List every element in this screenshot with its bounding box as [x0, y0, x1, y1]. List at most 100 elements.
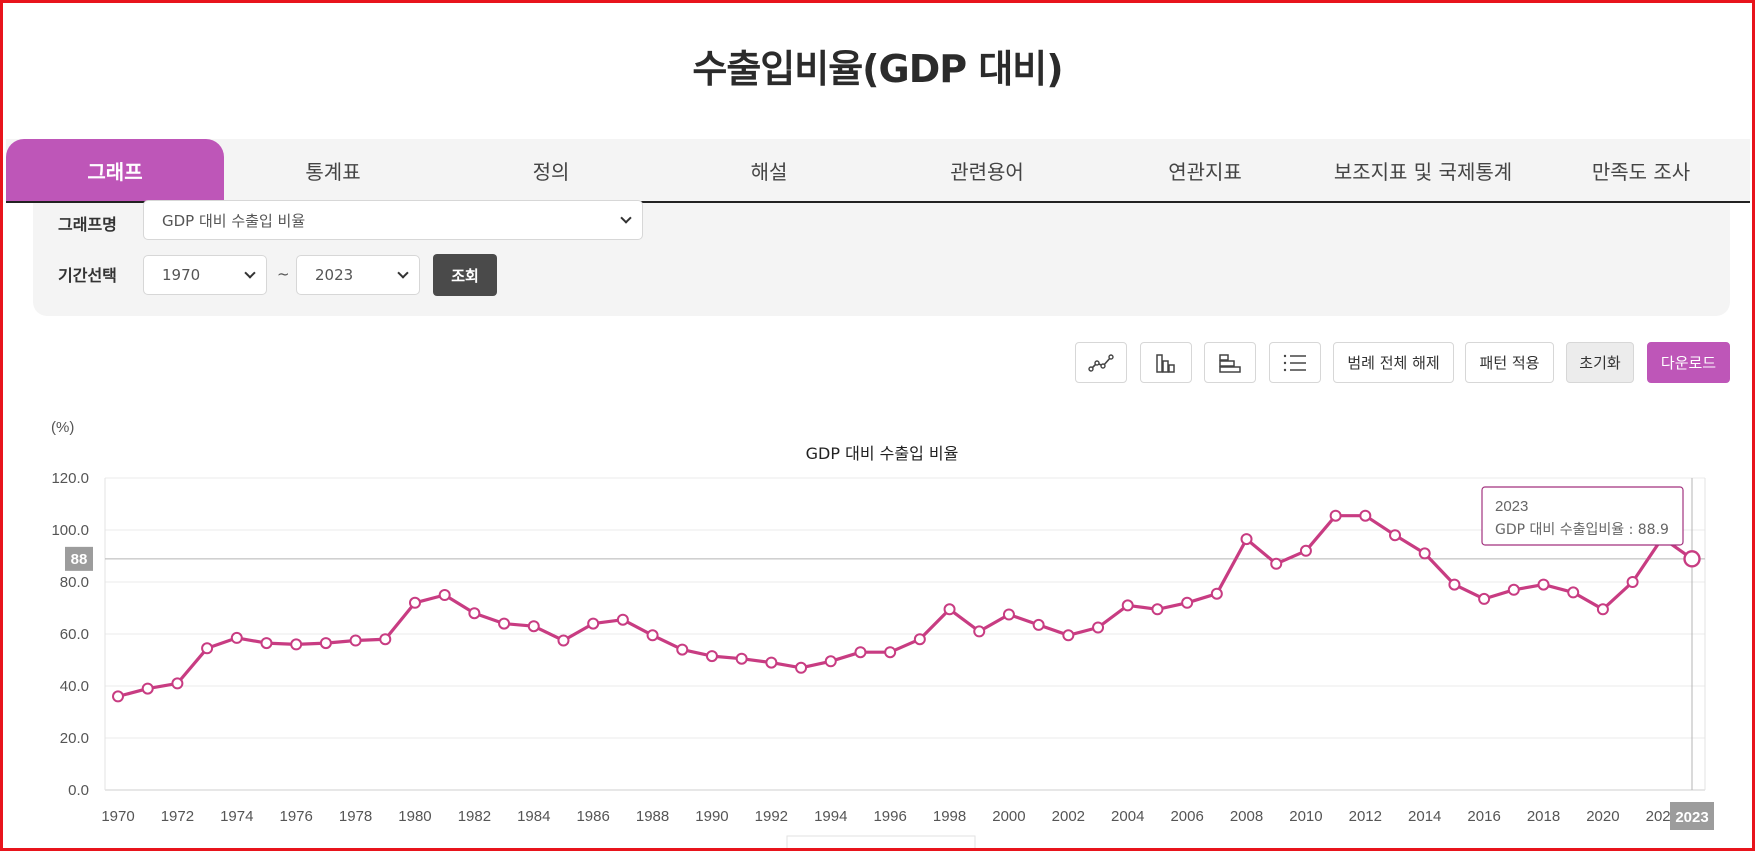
bar-chart-icon — [1156, 353, 1175, 373]
data-point — [973, 625, 986, 638]
data-point — [1121, 599, 1134, 612]
pattern-button[interactable]: 패턴 적용 — [1465, 342, 1554, 383]
x-tick-label: 1998 — [933, 808, 966, 825]
tab-0[interactable]: 그래프 — [6, 139, 224, 201]
data-point — [468, 607, 481, 620]
line-chart-button[interactable] — [1075, 342, 1127, 383]
x-tick-label: 2006 — [1170, 808, 1203, 825]
data-point — [765, 656, 778, 669]
series-line — [117, 514, 1693, 698]
tooltip-box — [1481, 486, 1684, 546]
data-point — [1507, 583, 1520, 596]
data-point — [1002, 608, 1015, 621]
data-point — [913, 633, 926, 646]
graph-name-label: 그래프명 — [58, 215, 117, 234]
search-button[interactable]: 조회 — [433, 254, 497, 296]
tab-7[interactable]: 만족도 조사 — [1591, 159, 1691, 184]
download-button[interactable]: 다운로드 — [1647, 342, 1730, 383]
data-point — [1329, 509, 1342, 522]
end-year-select[interactable]: 2023 — [296, 255, 420, 295]
start-year-value: 1970 — [162, 266, 201, 284]
y-crosshair-badge — [65, 546, 93, 571]
data-point — [1567, 586, 1580, 599]
data-point — [1062, 629, 1075, 642]
ordered-list-icon — [1283, 354, 1306, 371]
data-point — [676, 643, 689, 656]
y-unit-label: (%) — [51, 419, 74, 436]
data-point — [616, 613, 629, 626]
tooltip-value: GDP 대비 수출입비율 : 88.9 — [1495, 522, 1669, 538]
data-point — [201, 642, 214, 655]
data-point — [1151, 603, 1164, 616]
data-point — [884, 646, 897, 659]
x-tick-label: 1992 — [755, 808, 788, 825]
data-point — [260, 637, 273, 650]
page-title: 수출입비율(GDP 대비) — [692, 47, 1063, 91]
data-point — [112, 690, 124, 703]
x-tick-label: 1978 — [339, 808, 372, 825]
graph-name-select[interactable]: GDP 대비 수출입 비율 — [143, 200, 643, 240]
data-point — [230, 631, 243, 644]
tab-6[interactable]: 보조지표 및 국제통계 — [1333, 159, 1513, 184]
y-tick-label: 60.0 — [60, 626, 89, 643]
data-point — [527, 620, 540, 633]
x-tick-label: 1986 — [576, 808, 609, 825]
data-point — [795, 661, 808, 674]
x-tick-label: 2010 — [1289, 808, 1322, 825]
x-crosshair-badge-label: 2023 — [1675, 809, 1708, 826]
data-point — [705, 650, 718, 663]
data-point — [1359, 509, 1372, 522]
data-point — [438, 589, 451, 601]
data-point — [557, 634, 570, 647]
graph-name-value: GDP 대비 수출입 비율 — [162, 211, 306, 230]
x-tick-label: 1974 — [220, 808, 253, 825]
data-point — [854, 646, 867, 659]
horizontal-bar-chart-button[interactable] — [1204, 342, 1256, 383]
end-year-value: 2023 — [315, 266, 354, 284]
data-point — [735, 652, 748, 665]
tab-3[interactable]: 해설 — [750, 159, 788, 184]
data-point — [1389, 529, 1402, 542]
legend-off-button[interactable]: 범례 전체 해제 — [1333, 342, 1454, 383]
y-tick-label: 40.0 — [60, 678, 89, 695]
data-point — [1683, 550, 1701, 568]
ordered-list-button[interactable] — [1269, 342, 1321, 383]
tab-5[interactable]: 연관지표 — [1168, 159, 1242, 184]
period-separator: ~ — [277, 265, 290, 283]
y-tick-label: 80.0 — [60, 574, 89, 591]
x-tick-label: 1994 — [814, 808, 847, 825]
x-tick-label: 1972 — [161, 808, 194, 825]
data-point — [408, 596, 421, 609]
data-point — [587, 617, 600, 630]
data-point — [1210, 587, 1223, 600]
data-point — [1596, 603, 1609, 616]
x-tick-label: 2020 — [1586, 808, 1619, 825]
x-tick-label: 1976 — [280, 808, 313, 825]
tab-2[interactable]: 정의 — [532, 159, 570, 184]
y-tick-label: 100.0 — [51, 522, 89, 539]
y-crosshair-badge-label: 88 — [71, 551, 88, 568]
horizontal-bar-chart-icon — [1219, 353, 1241, 373]
data-point — [141, 682, 154, 695]
x-tick-label: 1988 — [636, 808, 669, 825]
data-point — [1299, 544, 1312, 557]
x-tick-label: 2014 — [1408, 808, 1441, 825]
x-tick-label: 1982 — [458, 808, 491, 825]
x-tick-label: 2018 — [1527, 808, 1560, 825]
bar-chart-button[interactable] — [1140, 342, 1192, 383]
x-crosshair-badge — [1670, 802, 1714, 830]
data-point — [1032, 618, 1045, 631]
tab-bar: 그래프 통계표 정의 해설 관련용어 연관지표 보조지표 및 국제통계 만족도 조사 — [6, 139, 1750, 203]
data-point — [319, 637, 332, 650]
data-point — [1270, 557, 1283, 570]
tab-1[interactable]: 통계표 — [305, 159, 361, 184]
start-year-select[interactable]: 1970 — [143, 255, 267, 295]
x-tick-label: 1980 — [398, 808, 431, 825]
tab-4[interactable]: 관련용어 — [950, 159, 1024, 184]
x-tick-label: 2002 — [1052, 808, 1085, 825]
y-tick-label: 0.0 — [68, 782, 89, 799]
data-point — [824, 655, 837, 668]
reset-button[interactable]: 초기화 — [1566, 342, 1634, 383]
data-point — [379, 633, 392, 646]
data-point — [1626, 576, 1639, 588]
